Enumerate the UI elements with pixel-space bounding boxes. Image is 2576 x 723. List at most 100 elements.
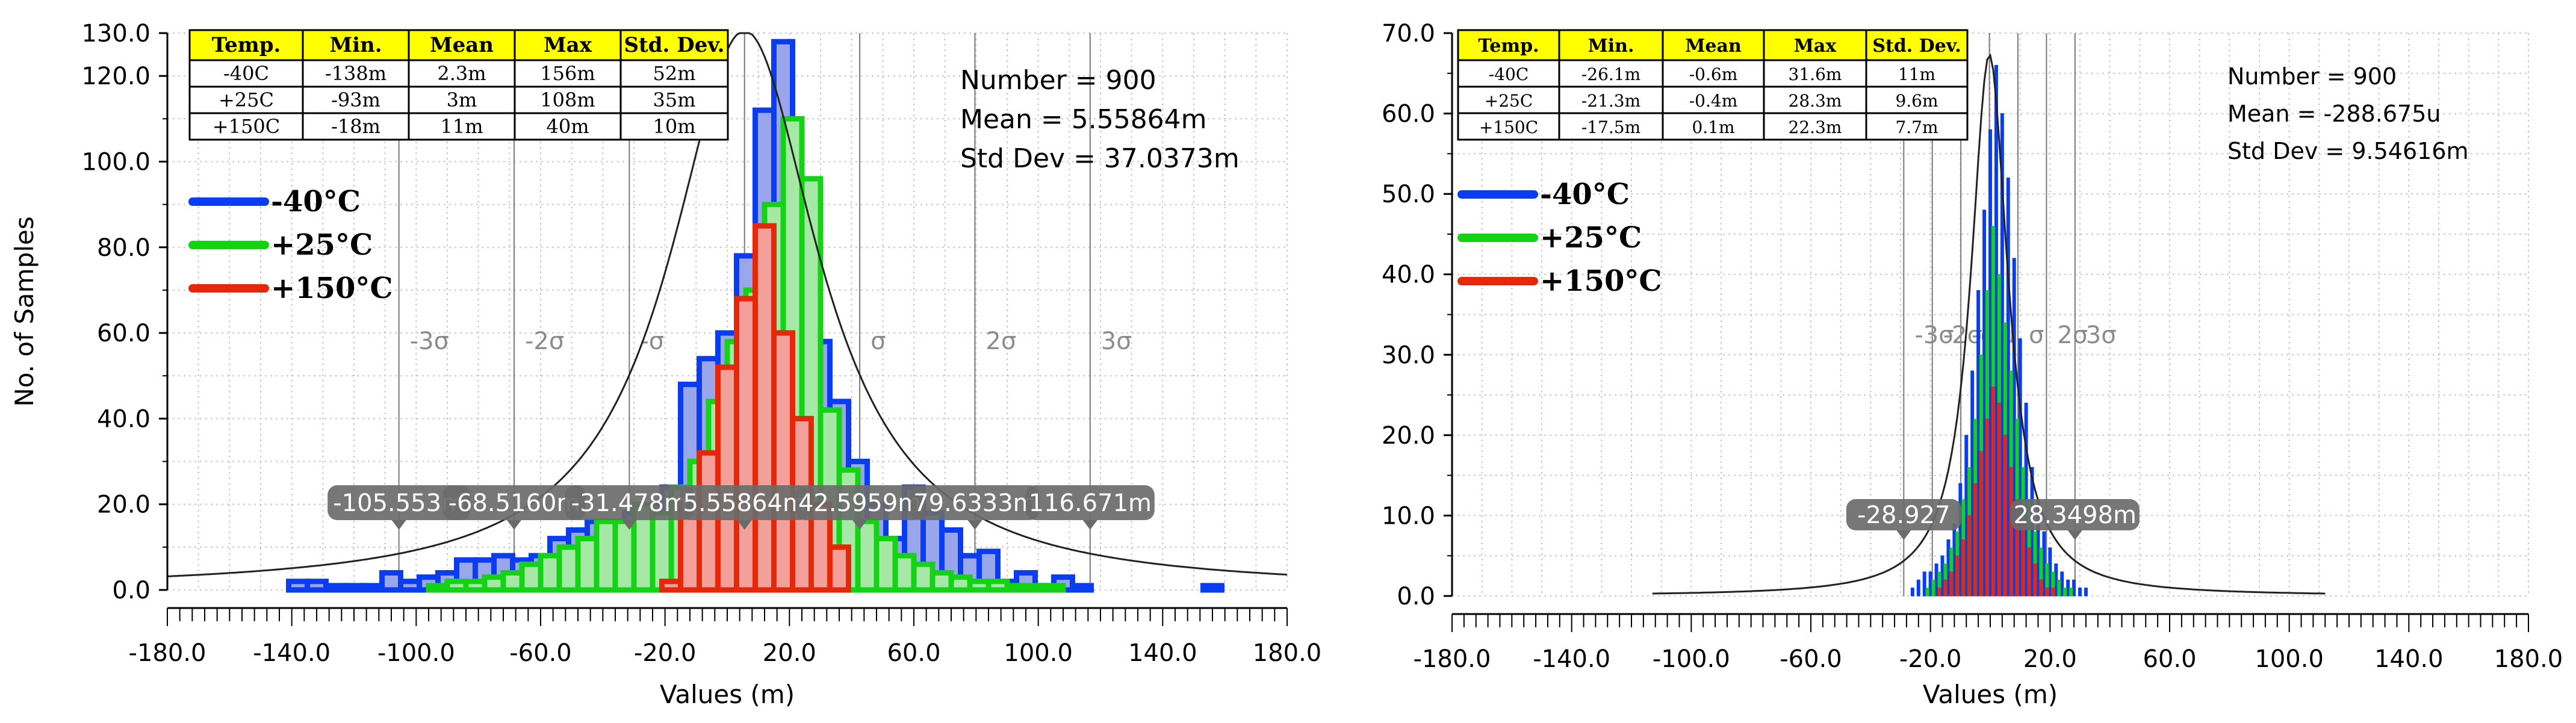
bar	[1961, 539, 1966, 597]
table-cell-text: 11m	[440, 115, 483, 138]
y-tick-label: 30.0	[1382, 341, 1435, 369]
series-3	[1937, 386, 2055, 597]
legend-label: -40°C	[1540, 178, 1630, 211]
y-tick-label: 40.0	[97, 405, 151, 433]
bar	[444, 579, 469, 593]
fit-curve-line	[1652, 53, 2326, 595]
marker-label: 28.3498m	[2014, 501, 2137, 529]
bar	[753, 223, 777, 593]
x-tick-label: -20.0	[1899, 645, 1962, 673]
table-header-text: Mean	[1685, 36, 1742, 57]
bar	[1931, 579, 1935, 597]
marker-pointer	[852, 520, 867, 530]
bar	[1955, 555, 1960, 597]
stats-std: Std Dev = 9.54616m	[2227, 138, 2469, 164]
bar	[1910, 588, 1914, 597]
bar	[2054, 563, 2058, 597]
bar	[892, 553, 917, 593]
bar	[1985, 418, 1990, 597]
marker-box	[442, 485, 586, 520]
y-tick-label: 130.0	[81, 20, 151, 48]
legend-label: +25°C	[1540, 221, 1642, 255]
bar	[2006, 177, 2010, 597]
bar	[2009, 467, 2013, 597]
y-tick-label: 10.0	[1382, 502, 1435, 530]
table-cell	[619, 112, 729, 141]
bar	[659, 579, 683, 593]
x-tick-label: 180.0	[1253, 639, 1322, 667]
bar	[1925, 588, 1929, 597]
marker-pointer	[737, 520, 752, 530]
table-header-cell	[1662, 29, 1765, 61]
bar	[2027, 547, 2031, 597]
table-cell-text: 40m	[546, 115, 589, 138]
stats-mean: Mean = -288.675u	[2227, 101, 2441, 127]
table-cell-text: -0.6m	[1689, 64, 1738, 84]
table-cell-text: 9.6m	[1895, 91, 1938, 111]
table-cell-text: +150C	[1479, 117, 1538, 137]
table-cell-text: -40C	[223, 62, 269, 85]
x-axis-title: Values (m)	[1923, 680, 2058, 709]
x-tick-label: 100.0	[1004, 639, 1073, 667]
bar	[2030, 467, 2034, 597]
marker-pointer	[1082, 520, 1097, 530]
bar	[911, 561, 936, 593]
table-cell	[619, 59, 729, 88]
table-cell	[1457, 59, 1560, 88]
bar	[519, 561, 544, 593]
stats-std: Std Dev = 37.0373m	[960, 143, 1240, 174]
bar	[2069, 588, 2073, 597]
table-cell-text: -18m	[331, 115, 380, 138]
bar	[305, 579, 329, 593]
y-tick-label: 50.0	[1382, 181, 1435, 208]
x-tick-label: 180.0	[2494, 645, 2563, 673]
bar	[2042, 531, 2046, 597]
bar	[2051, 588, 2055, 597]
bar	[1958, 483, 1963, 597]
stats-box: Number = 900 Mean = 5.55864m Std Dev = 37.…	[960, 65, 1240, 174]
table-cell	[1865, 85, 1969, 114]
table-cell-text: 2.3m	[437, 62, 486, 85]
bar	[1200, 583, 1224, 593]
bar	[948, 574, 973, 593]
bar	[1994, 64, 1998, 597]
bar	[1964, 435, 1969, 597]
table-cell-text: 35m	[653, 88, 695, 111]
marker-box	[1025, 485, 1155, 520]
table-cell-text: +150C	[213, 115, 280, 138]
bar	[1976, 290, 1981, 597]
sigma-markers: -105.553m-68.5160m-31.478m5.55864m42.595…	[327, 485, 1155, 530]
x-tick-label: 140.0	[1128, 639, 1197, 667]
x-tick-label: 60.0	[2143, 645, 2196, 673]
bar	[1916, 579, 1920, 597]
x-tick-label: -180.0	[129, 639, 206, 667]
bar	[1928, 571, 1932, 597]
bar	[379, 570, 403, 593]
table-header-text: Min.	[1588, 36, 1634, 57]
bar	[985, 579, 1010, 593]
bar	[500, 570, 525, 593]
bar	[2057, 579, 2061, 597]
marker-box	[910, 485, 1040, 520]
bar	[1940, 555, 1944, 597]
bar	[482, 574, 506, 593]
table-cell-text: 3m	[447, 88, 477, 111]
table-cell	[1763, 59, 1867, 88]
table-cell-text: 7.7m	[1895, 117, 1938, 137]
table-header-cell	[408, 29, 516, 61]
bar	[930, 570, 954, 593]
stats-box: Number = 900 Mean = -288.675u Std Dev = 9.…	[2227, 63, 2469, 164]
table-cell-text: -138m	[325, 62, 386, 85]
marker-pointer	[507, 520, 522, 530]
bar	[1023, 583, 1047, 593]
table-cell-text: 28.3m	[1789, 91, 1842, 111]
x-tick-label: 100.0	[2255, 645, 2324, 673]
bar	[556, 544, 581, 593]
sigma-label: σ	[871, 327, 886, 355]
table-cell-text: 108m	[540, 88, 595, 111]
marker-box	[2010, 499, 2140, 530]
bar	[697, 450, 721, 593]
table-cell	[1662, 112, 1765, 141]
stats-number: Number = 900	[2227, 63, 2397, 90]
